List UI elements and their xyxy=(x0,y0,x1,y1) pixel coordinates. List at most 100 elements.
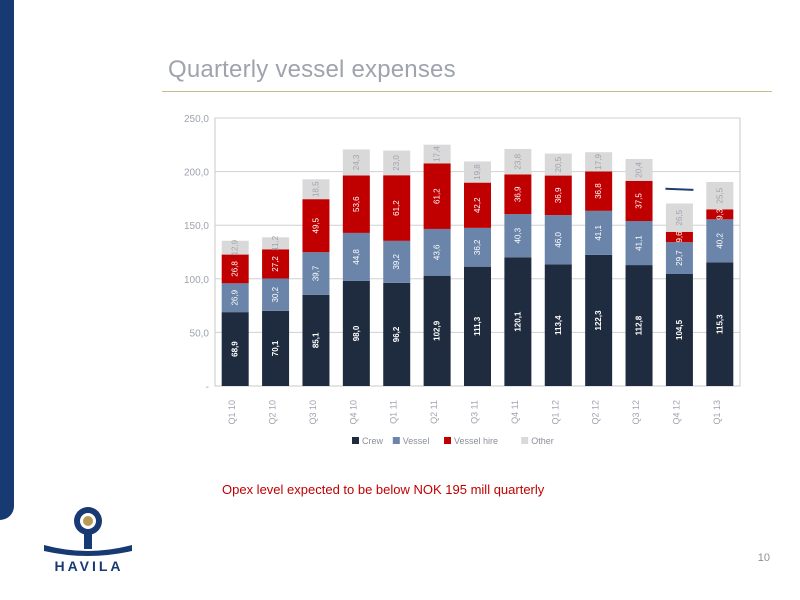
bar-vessel-hire xyxy=(383,175,411,241)
y-tick-label: 250,0 xyxy=(184,114,209,125)
bar-vessel xyxy=(464,227,491,267)
data-label: 104,5 xyxy=(675,319,684,340)
data-label: 61,2 xyxy=(392,200,401,216)
legend-label: Vessel hire xyxy=(454,436,498,446)
x-tick-label: Q2 12 xyxy=(591,400,601,425)
bar-crew xyxy=(464,266,491,386)
data-label: 39,7 xyxy=(311,265,320,281)
data-label: 25,5 xyxy=(715,187,724,203)
data-label: 49,5 xyxy=(311,217,320,233)
bar-vessel-hire xyxy=(464,182,491,228)
data-label: 23,8 xyxy=(513,153,522,169)
bar-vessel-hire xyxy=(423,163,451,229)
bar-other xyxy=(383,150,411,176)
data-label: 29,7 xyxy=(675,250,684,266)
data-label: 36,8 xyxy=(594,183,603,199)
bar-crew xyxy=(504,257,532,386)
bar-crew xyxy=(544,264,572,386)
x-tick-label: Q3 12 xyxy=(631,400,641,425)
bar-vessel-hire xyxy=(221,254,249,284)
data-label: 53,6 xyxy=(352,196,361,212)
data-label: 85,1 xyxy=(311,332,320,348)
data-label: 36,2 xyxy=(473,239,482,255)
x-tick-label: Q1 13 xyxy=(712,400,722,425)
data-label: 68,9 xyxy=(231,341,240,357)
bar-vessel xyxy=(585,210,613,255)
bar-other xyxy=(262,237,290,250)
bar-other xyxy=(221,240,249,255)
bar-crew xyxy=(342,280,370,386)
x-tick-label: Q3 11 xyxy=(470,400,480,424)
legend-label: Other xyxy=(531,436,554,446)
data-label: 37,5 xyxy=(635,193,644,209)
bar-other xyxy=(302,179,330,200)
legend-label: Crew xyxy=(362,436,384,446)
y-tick-label: - xyxy=(206,382,209,393)
bar-crew xyxy=(665,273,693,386)
bar-other xyxy=(504,148,532,175)
bar-vessel-hire xyxy=(302,199,330,253)
bar-vessel xyxy=(544,215,572,265)
data-label: 43,6 xyxy=(433,244,442,260)
bar-other xyxy=(342,149,370,176)
bar-vessel xyxy=(383,240,411,283)
x-tick-label: Q2 10 xyxy=(268,400,278,425)
bar-crew xyxy=(423,275,451,386)
x-tick-label: Q4 12 xyxy=(671,400,681,425)
bar-other xyxy=(625,158,653,181)
data-label: 122,3 xyxy=(594,310,603,331)
data-label: 17,9 xyxy=(594,153,603,169)
data-label: 120,1 xyxy=(513,311,522,332)
bar-vessel-hire xyxy=(262,249,290,279)
data-label: 44,8 xyxy=(352,249,361,265)
data-label: 20,4 xyxy=(635,162,644,178)
bar-crew xyxy=(221,312,249,386)
data-label: 24,3 xyxy=(352,154,361,170)
data-label: 102,9 xyxy=(433,320,442,341)
bar-other xyxy=(665,203,693,232)
data-label: 19,8 xyxy=(473,164,482,180)
bar-vessel xyxy=(342,232,370,281)
bar-vessel xyxy=(504,214,532,258)
data-label: 12,9 xyxy=(231,239,240,255)
bar-vessel-hire xyxy=(706,209,734,220)
data-label: 98,0 xyxy=(352,325,361,341)
data-label: 9,6 xyxy=(675,231,684,243)
x-tick-label: Q3 10 xyxy=(308,400,318,425)
data-label: 41,1 xyxy=(594,225,603,241)
data-label: 17,4 xyxy=(433,146,442,162)
bar-vessel xyxy=(262,278,290,311)
havila-logo-icon xyxy=(44,507,132,556)
bar-vessel-hire xyxy=(585,171,613,211)
bar-crew xyxy=(625,265,653,386)
x-tick-label: Q4 11 xyxy=(510,400,520,424)
data-label: 26,8 xyxy=(231,261,240,277)
data-label: 26,9 xyxy=(231,289,240,305)
data-label: 36,9 xyxy=(513,186,522,202)
annotation-line xyxy=(665,187,694,191)
data-label: 20,5 xyxy=(554,156,563,172)
data-label: 42,2 xyxy=(473,197,482,213)
bar-vessel xyxy=(221,283,249,313)
y-tick-label: 200,0 xyxy=(184,168,209,179)
legend-swatch xyxy=(352,437,359,444)
data-label: 112,8 xyxy=(635,315,644,335)
x-tick-label: Q1 11 xyxy=(389,400,399,424)
bar-other xyxy=(464,161,491,183)
legend-swatch xyxy=(444,437,451,444)
bar-other xyxy=(423,144,451,164)
data-label: 26,5 xyxy=(675,209,684,225)
legend-swatch xyxy=(521,437,529,444)
bar-vessel-hire xyxy=(504,174,532,215)
data-label: 23,0 xyxy=(392,155,401,171)
bar-crew xyxy=(585,254,613,386)
bar-vessel-hire xyxy=(625,180,653,222)
y-tick-label: 100,0 xyxy=(184,275,209,286)
data-label: 36,9 xyxy=(554,187,563,203)
legend-label: Vessel xyxy=(403,436,430,446)
bar-vessel xyxy=(302,252,330,295)
bar-vessel-hire xyxy=(665,231,693,243)
page-number: 10 xyxy=(757,552,770,564)
data-label: 46,0 xyxy=(554,231,563,247)
